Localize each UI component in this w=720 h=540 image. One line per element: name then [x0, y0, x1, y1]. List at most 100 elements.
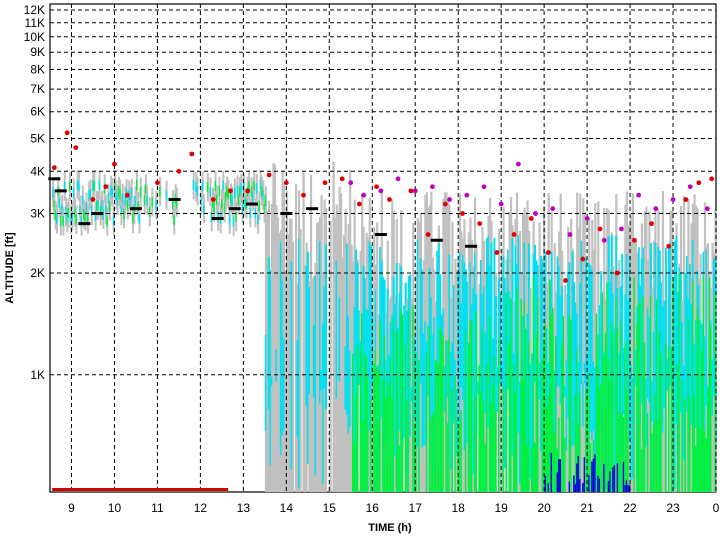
cyan-layer-column [499, 293, 502, 385]
green-layer-column [562, 316, 565, 492]
precipitation-flag [110, 488, 113, 491]
green-layer-column [433, 411, 435, 492]
cyan-layer-column [431, 334, 434, 465]
black-base-point [465, 244, 478, 248]
cloud-base-column [206, 182, 209, 193]
precipitation-flag [166, 488, 169, 491]
cyan-layer-column [522, 315, 525, 391]
green-layer-column [595, 313, 598, 492]
cloud-base-column [61, 204, 63, 215]
green-layer-column [491, 385, 494, 492]
cyan-layer-column [573, 282, 576, 445]
y-tick-label: 1K [30, 368, 45, 382]
cloud-base-column [117, 186, 120, 197]
gray-backscatter-column [682, 196, 686, 493]
magenta-points-point [533, 211, 538, 216]
x-tick-label: 15 [323, 501, 337, 515]
green-layer-column [643, 342, 646, 492]
red-points-point [614, 270, 620, 276]
blue-layer-column [597, 475, 599, 492]
precipitation-flag [175, 488, 178, 491]
cloud-base-column [104, 204, 107, 215]
x-tick-label: 21 [580, 501, 594, 515]
green-layer-column [615, 297, 617, 492]
precipitation-flag [205, 488, 208, 491]
green-layer-column [627, 340, 629, 492]
precipitation-flag [82, 488, 85, 491]
precipitation-flag [212, 488, 216, 491]
precipitation-flag [61, 488, 64, 491]
precipitation-flag [151, 488, 154, 491]
cyan-layer-column [514, 245, 517, 482]
green-layer-column [705, 438, 708, 492]
magenta-points-point [348, 180, 354, 186]
black-base-point [168, 198, 181, 202]
green-layer-column [544, 322, 547, 492]
cloud-base-column [59, 216, 62, 227]
cyan-layer-column [661, 306, 664, 433]
green-layer-column [649, 295, 652, 492]
green-layer-column [616, 328, 619, 492]
precipitation-flag [52, 488, 55, 491]
cloud-base-column [248, 180, 250, 192]
gray-backscatter-column [334, 218, 337, 492]
cyan-layer-column [382, 277, 385, 480]
green-layer-column [586, 396, 589, 492]
magenta-points-point [412, 188, 418, 194]
cloud-base-column [62, 216, 64, 227]
green-layer-column [478, 364, 480, 492]
y-tick-label: 5K [30, 132, 45, 146]
gray-backscatter-column [303, 264, 307, 492]
green-layer-column [479, 391, 482, 492]
red-points-point [580, 256, 586, 262]
precipitation-flag [173, 488, 176, 491]
cloud-base-column [110, 185, 112, 196]
precipitation-flag [141, 488, 145, 491]
cyan-layer-column [640, 258, 643, 404]
gray-backscatter-column [499, 294, 502, 492]
cyan-layer-column [410, 386, 413, 402]
magenta-points-point [515, 161, 521, 167]
cyan-layer-column [579, 283, 582, 462]
x-tick-label: 22 [623, 501, 637, 515]
green-layer-column [404, 344, 407, 492]
cloud-base-column [115, 190, 117, 201]
cyan-layer-column [681, 321, 684, 406]
cyan-layer-column [564, 385, 567, 398]
green-layer-column [376, 366, 378, 492]
cyan-layer-column [290, 261, 293, 470]
x-tick-label: 11 [151, 501, 164, 515]
cyan-layer-column [386, 288, 389, 386]
blue-layer-column [588, 475, 590, 492]
precipitation-flag [98, 488, 102, 491]
cyan-layer-column [496, 367, 499, 413]
green-layer-column [505, 292, 508, 492]
green-layer-column [482, 401, 485, 492]
gray-backscatter-column [317, 221, 320, 493]
cloud-base-column [89, 189, 92, 200]
gray-backscatter-column [320, 195, 323, 493]
cloud-base-column [226, 186, 228, 197]
red-points-point [112, 161, 117, 167]
cloud-base-column [258, 200, 260, 211]
cyan-layer-column [705, 249, 708, 406]
blue-layer-column [591, 461, 593, 492]
cloud-base-column [241, 203, 244, 214]
green-layer-column [467, 342, 470, 492]
y-tick-label: 6K [30, 105, 45, 119]
green-layer-column [574, 394, 577, 492]
cloud-base-column [86, 214, 89, 225]
precipitation-flag [123, 488, 126, 491]
x-tick-label: 20 [537, 501, 551, 515]
gray-backscatter-column [631, 193, 634, 492]
precipitation-flag [209, 488, 212, 491]
cloud-base-column [231, 195, 233, 206]
green-layer-column [413, 423, 416, 492]
y-tick-label: 2K [30, 266, 45, 280]
cloud-base-column [259, 179, 262, 190]
green-layer-column [642, 296, 644, 492]
green-layer-column [655, 299, 658, 492]
cloud-base-column [217, 211, 219, 222]
precipitation-flag [182, 488, 186, 491]
precipitation-flag [190, 488, 193, 491]
